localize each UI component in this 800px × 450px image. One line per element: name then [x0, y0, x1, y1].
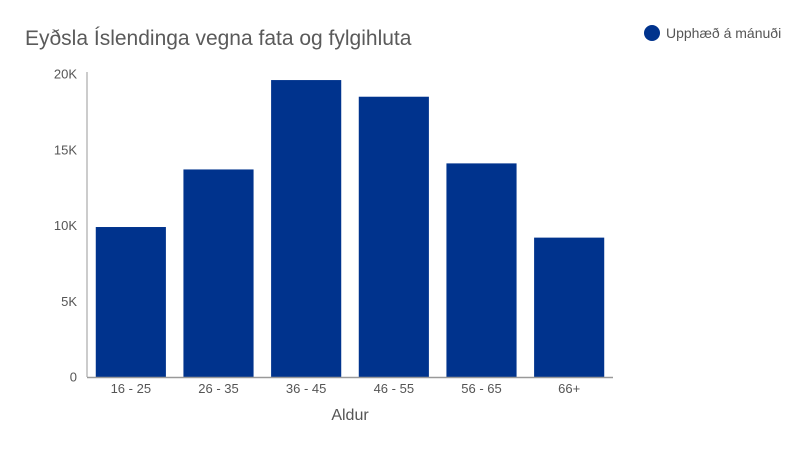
- x-tick-label: 46 - 55: [374, 381, 414, 396]
- y-tick-label: 10K: [54, 218, 77, 233]
- bar-16-25[interactable]: [95, 227, 166, 377]
- x-axis-title: Aldur: [331, 407, 369, 424]
- x-axis-ticks: 16 - 25 26 - 35 36 - 45 46 - 55 56 - 65 66+: [111, 381, 581, 396]
- chart-title: Eyðsla Íslendinga vegna fata og fylgihlu…: [25, 27, 412, 50]
- x-tick-label: 26 - 35: [198, 381, 238, 396]
- y-tick-label: 20K: [54, 67, 77, 82]
- bar-46-55[interactable]: [358, 96, 429, 377]
- legend-label: Upphæð á mánuði: [666, 25, 782, 41]
- x-tick-label: 66+: [558, 381, 580, 396]
- x-tick-label: 56 - 65: [461, 381, 501, 396]
- y-tick-label: 0: [70, 370, 77, 385]
- legend-swatch: [644, 25, 660, 41]
- bar-56-65[interactable]: [446, 163, 517, 377]
- bars-group: [95, 80, 605, 377]
- bar-66[interactable]: [534, 237, 605, 377]
- bar-36-45[interactable]: [271, 80, 342, 377]
- bar-26-35[interactable]: [183, 169, 254, 377]
- x-tick-label: 36 - 45: [286, 381, 326, 396]
- y-axis-ticks: 0 5K 10K 15K 20K: [54, 67, 77, 385]
- y-tick-label: 15K: [54, 142, 77, 157]
- chart-legend[interactable]: Upphæð á mánuði: [644, 25, 781, 41]
- y-tick-label: 5K: [61, 294, 77, 309]
- x-tick-label: 16 - 25: [111, 381, 151, 396]
